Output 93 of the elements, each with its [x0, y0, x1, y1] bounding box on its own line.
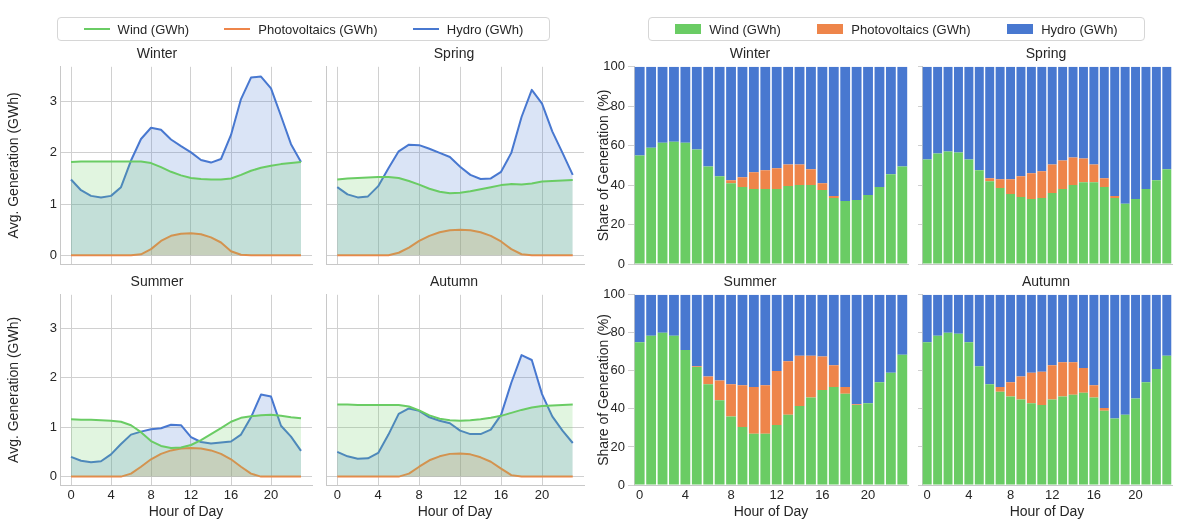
- bar: [794, 355, 805, 407]
- legend-label: Wind (GWh): [709, 21, 781, 37]
- x-tick-label: 12: [183, 487, 199, 503]
- y-tick-label: 20: [610, 438, 625, 454]
- bar: [737, 294, 748, 386]
- y-tick-label: 100: [603, 58, 625, 74]
- y-tick-label: 100: [603, 286, 625, 302]
- y-axis-title: Share of Generation (%): [595, 314, 612, 466]
- x-tick-label: 4: [107, 487, 115, 503]
- y-tick-label: 0: [49, 468, 57, 484]
- bar: [794, 406, 805, 485]
- x-tick-label: 4: [681, 487, 689, 503]
- bar: [794, 66, 805, 165]
- bar: [737, 177, 748, 188]
- x-tick-label: 20: [860, 487, 876, 503]
- bar: [840, 387, 851, 394]
- legend-label: Photovoltaics (GWh): [851, 21, 971, 37]
- y-tick-label: 0: [617, 255, 625, 271]
- x-tick-label: 20: [263, 487, 279, 503]
- x-tick-label: 4: [965, 487, 973, 503]
- y-tick-label: 40: [610, 400, 625, 416]
- bar: [657, 142, 668, 264]
- bar: [874, 294, 885, 383]
- bar: [794, 185, 805, 264]
- y-tick-label: 60: [610, 137, 625, 153]
- legend-label: Hydro (GWh): [446, 21, 524, 37]
- x-tick-label: 8: [147, 487, 155, 503]
- bar: [794, 164, 805, 186]
- bar: [794, 294, 805, 356]
- chart-title: Winter: [136, 45, 178, 62]
- y-tick-label: 1: [49, 195, 57, 211]
- bar: [985, 178, 995, 182]
- bar: [737, 187, 748, 264]
- x-axis-title: Hour of Day: [417, 503, 493, 520]
- y-tick-label: 1: [49, 418, 57, 434]
- x-tick-label: 16: [223, 487, 239, 503]
- y-axis-title: Avg. Generation (GWh): [5, 316, 22, 463]
- bar: [737, 385, 748, 427]
- chart-title: Spring: [433, 45, 475, 62]
- bar: [1099, 407, 1109, 411]
- bar: [874, 66, 885, 188]
- x-axis-title: Hour of Day: [148, 503, 224, 520]
- bar: [828, 365, 839, 388]
- bar: [657, 332, 668, 485]
- x-tick-label: 12: [769, 487, 784, 503]
- bar: [874, 382, 885, 485]
- y-tick-label: 60: [610, 362, 625, 378]
- x-tick-label: 12: [1044, 487, 1060, 503]
- bar: [737, 66, 748, 178]
- y-tick-label: 20: [610, 216, 625, 232]
- x-axis-title: Hour of Day: [733, 503, 809, 520]
- legend-label: Hydro (GWh): [1041, 21, 1118, 37]
- chart-title: Summer: [723, 273, 777, 290]
- x-tick-label: 0: [923, 487, 931, 503]
- x-tick-label: 16: [815, 487, 830, 503]
- bar: [1099, 178, 1109, 188]
- bar: [737, 426, 748, 485]
- y-axis-title: Share of Generation (%): [595, 89, 612, 242]
- y-tick-label: 80: [610, 97, 625, 113]
- x-tick-label: 12: [452, 487, 468, 503]
- chart-title: Autumn: [429, 273, 479, 290]
- y-tick-label: 40: [610, 176, 625, 192]
- y-tick-label: 2: [49, 369, 57, 385]
- x-tick-label: 4: [374, 487, 382, 503]
- y-tick-label: 0: [617, 476, 625, 492]
- y-tick-label: 80: [610, 324, 625, 340]
- chart-title: Spring: [1025, 45, 1067, 62]
- x-tick-label: 8: [727, 487, 735, 503]
- bar: [657, 294, 668, 333]
- y-tick-label: 3: [49, 319, 57, 335]
- x-tick-label: 16: [493, 487, 509, 503]
- chart-title: Summer: [130, 273, 184, 290]
- x-tick-label: 16: [1086, 487, 1102, 503]
- chart-title: Autumn: [1021, 273, 1071, 290]
- x-tick-label: 20: [1128, 487, 1143, 503]
- y-axis-title: Avg. Generation (GWh): [5, 92, 22, 239]
- bar: [703, 376, 714, 385]
- y-tick-label: 2: [49, 144, 57, 160]
- x-tick-label: 8: [1006, 487, 1015, 503]
- bar: [726, 180, 736, 184]
- x-tick-label: 0: [333, 487, 341, 503]
- bar: [657, 66, 668, 143]
- chart-title: Winter: [729, 45, 771, 62]
- x-tick-label: 20: [534, 487, 550, 503]
- bar: [874, 187, 885, 264]
- x-axis-title: Hour of Day: [1009, 503, 1085, 520]
- x-tick-label: 0: [636, 487, 644, 503]
- legend-label: Wind (GWh): [117, 21, 190, 37]
- y-tick-label: 3: [49, 93, 57, 109]
- legend-label: Photovoltaics (GWh): [258, 21, 378, 37]
- y-tick-label: 0: [49, 246, 57, 262]
- x-tick-label: 8: [415, 487, 423, 503]
- x-tick-label: 0: [67, 487, 75, 503]
